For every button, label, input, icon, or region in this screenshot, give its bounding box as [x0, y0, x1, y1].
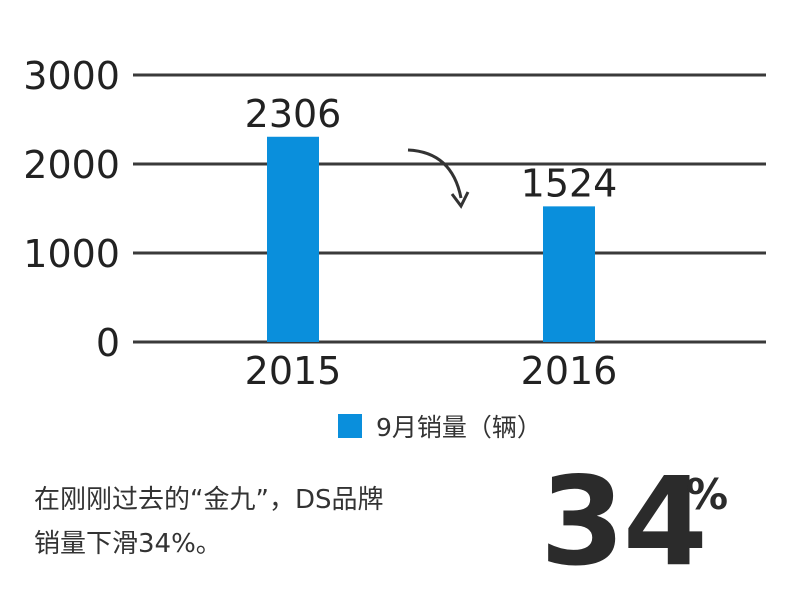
y-tick-label-1000: 1000 [23, 232, 120, 276]
y-axis-ticks: 0 1000 2000 3000 [23, 54, 120, 365]
bar-2015 [267, 136, 319, 342]
data-label-2016: 1524 [521, 161, 618, 205]
caption-text: 在刚刚过去的“金九”，DS品牌 销量下滑34%。 [34, 478, 504, 566]
bar-2016 [543, 206, 595, 342]
legend-swatch [338, 414, 362, 438]
caption-line-2: 销量下滑34%。 [34, 529, 222, 559]
highlight-number: 34 [540, 451, 708, 593]
down-arrow-icon [407, 148, 470, 209]
legend: 9月销量（辆） [338, 410, 542, 442]
caption-line-1: 在刚刚过去的“金九”，DS品牌 [34, 485, 384, 515]
gridlines [133, 73, 766, 344]
x-axis-labels: 2015 2016 [245, 349, 618, 393]
bars [267, 136, 595, 342]
data-label-2015: 2306 [245, 92, 342, 136]
highlight-percent-sign: % [686, 470, 729, 519]
y-tick-label-0: 0 [96, 321, 120, 365]
y-tick-label-3000: 3000 [23, 54, 120, 98]
x-label-2015: 2015 [245, 349, 342, 393]
bar-chart: 0 1000 2000 3000 2306 1524 2015 2016 [23, 54, 766, 393]
legend-label: 9月销量（辆） [376, 413, 542, 442]
x-label-2016: 2016 [521, 349, 618, 393]
y-tick-label-2000: 2000 [23, 143, 120, 187]
data-labels: 2306 1524 [245, 92, 618, 206]
